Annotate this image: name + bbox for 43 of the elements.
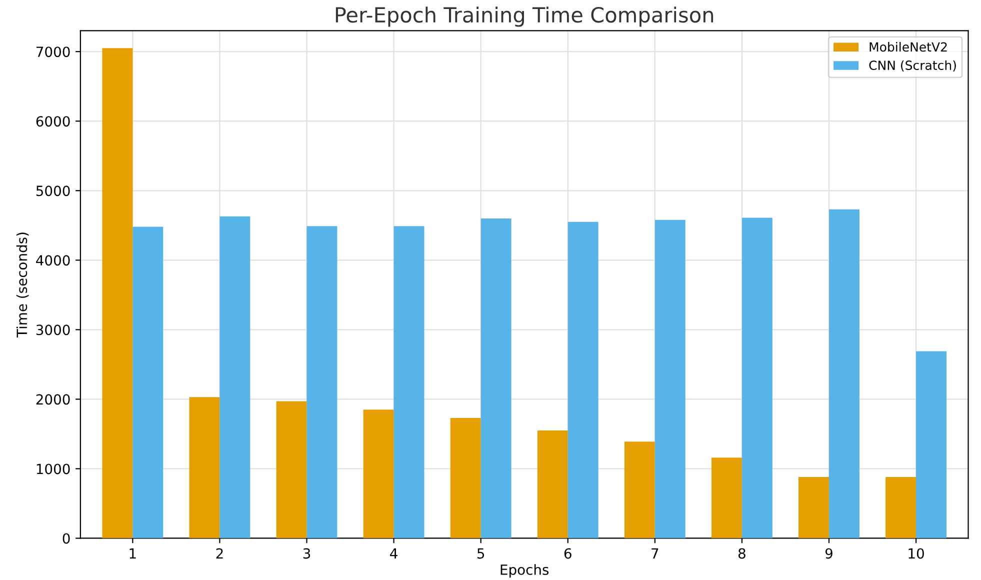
legend-label: MobileNetV2 xyxy=(870,42,947,52)
bar xyxy=(189,397,220,538)
x-tick-label: 2 xyxy=(216,548,223,559)
y-tick-label: 3000 xyxy=(36,324,70,336)
y-axis-title: Time (seconds) xyxy=(16,232,29,338)
y-tick-label: 2000 xyxy=(36,394,70,405)
x-tick-label: 3 xyxy=(303,548,310,559)
bar xyxy=(568,222,598,538)
bar xyxy=(654,220,686,538)
bar xyxy=(220,216,250,538)
bar xyxy=(102,48,133,538)
bar xyxy=(132,226,164,538)
x-tick-label: 1 xyxy=(130,548,136,559)
y-tick-label: 1000 xyxy=(36,464,70,474)
x-tick-label: 7 xyxy=(652,548,658,559)
x-tick-label: 10 xyxy=(908,548,924,559)
bar xyxy=(624,442,655,538)
bar xyxy=(916,351,946,538)
bar xyxy=(828,209,860,538)
y-tick-label: 7000 xyxy=(36,46,70,58)
x-tick-label: 5 xyxy=(477,548,484,559)
chart-title: Per-Epoch Training Time Comparison xyxy=(336,6,714,27)
x-tick-label: 8 xyxy=(738,548,746,559)
bar xyxy=(276,401,307,538)
x-tick-label: 4 xyxy=(390,548,398,559)
bar xyxy=(450,418,481,538)
y-tick-label: 5000 xyxy=(36,186,70,196)
bar xyxy=(798,477,829,538)
x-tick-label: 6 xyxy=(564,548,572,559)
bar xyxy=(886,477,916,538)
bar xyxy=(306,226,338,538)
y-tick-label: 4000 xyxy=(36,255,70,266)
legend-label: CNN (Scratch) xyxy=(869,60,956,72)
x-axis-title: Epochs xyxy=(500,564,549,578)
bar xyxy=(394,226,424,538)
y-tick-label: 6000 xyxy=(36,116,70,127)
x-tick-label: 9 xyxy=(825,548,832,559)
bar xyxy=(537,430,568,538)
bar xyxy=(711,458,742,538)
bar xyxy=(742,218,772,538)
y-tick-label: 0 xyxy=(62,533,70,544)
bar xyxy=(480,218,512,538)
bar xyxy=(363,410,394,538)
